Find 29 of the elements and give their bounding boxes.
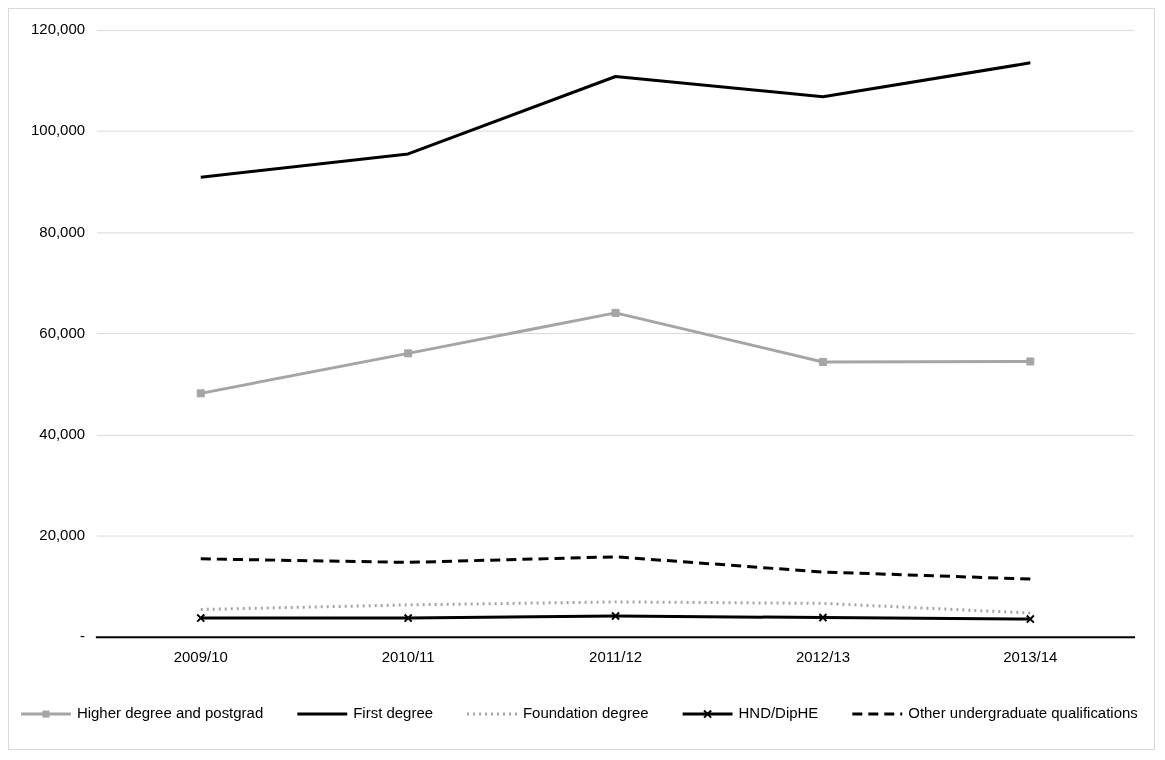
legend-label: Higher degree and postgrad xyxy=(76,704,264,722)
y-tick-label: 60,000 xyxy=(39,323,86,341)
legend-label: Other undergraduate qualifications xyxy=(908,704,1138,722)
point xyxy=(611,611,621,621)
point xyxy=(611,308,620,317)
line-series xyxy=(199,555,1032,581)
y-tick-label: 100,000 xyxy=(31,121,86,139)
x-tick-label: 2011/12 xyxy=(589,648,643,666)
point xyxy=(404,349,413,358)
point xyxy=(1026,357,1035,366)
y-tick-label: 120,000 xyxy=(31,20,86,38)
point xyxy=(196,389,205,398)
x-tick-label: 2009/10 xyxy=(173,648,228,666)
legend-label: First degree xyxy=(353,704,434,722)
legend-label: Foundation degree xyxy=(522,704,649,722)
point xyxy=(403,613,413,623)
x-tick-label: 2010/11 xyxy=(381,648,435,666)
point xyxy=(818,613,828,623)
legend-label: HND/DipHE xyxy=(738,704,819,722)
y-tick-label: - xyxy=(80,627,86,645)
line-series xyxy=(199,600,1032,615)
point xyxy=(1025,614,1035,624)
point xyxy=(818,357,827,366)
y-tick-label: 40,000 xyxy=(39,424,86,442)
x-tick-label: 2013/14 xyxy=(1003,648,1058,666)
y-tick-label: 20,000 xyxy=(39,526,86,544)
point xyxy=(196,613,206,623)
x-tick-label: 2012/13 xyxy=(795,648,850,666)
y-tick-label: 80,000 xyxy=(39,222,86,240)
